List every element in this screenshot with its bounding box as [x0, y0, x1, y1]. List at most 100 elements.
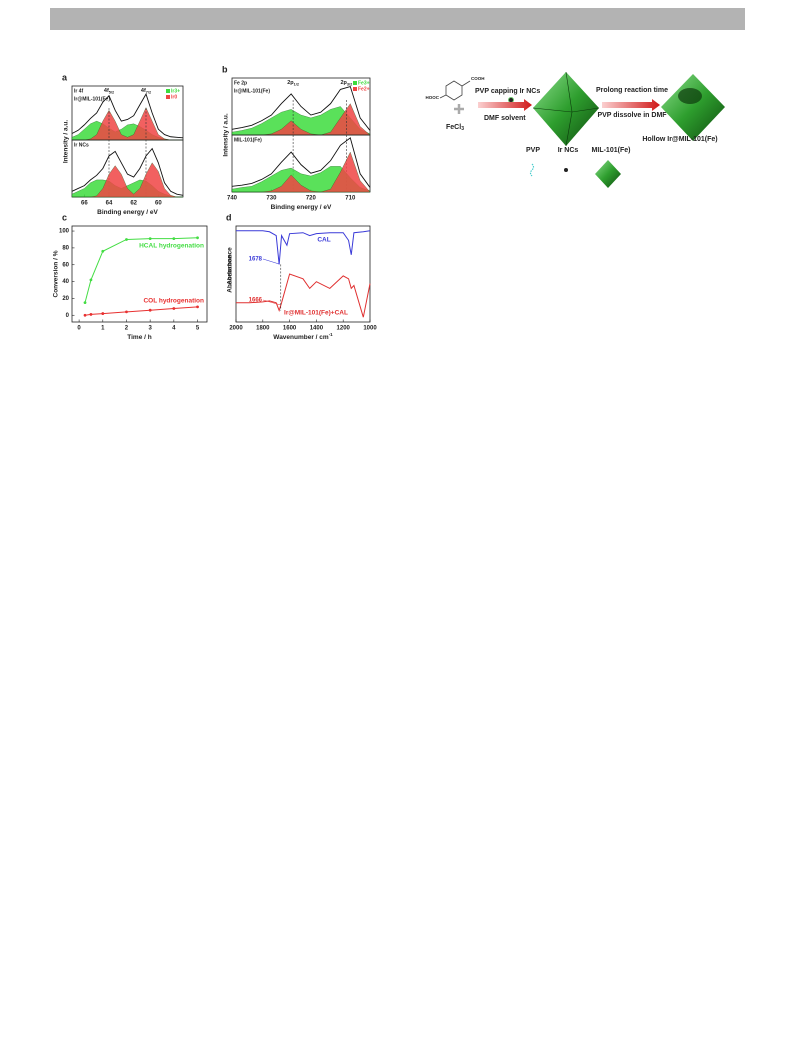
x-tick-label: 1800 [256, 326, 270, 332]
bond [461, 80, 471, 87]
fecl-sub: 3 [461, 126, 464, 132]
data-point [101, 312, 105, 315]
x-tick-label: 740 [227, 196, 238, 202]
sample-label: Ir@MIL-101(Fe) [234, 88, 270, 94]
y-axis-label: Absorbance [227, 255, 234, 293]
x-axis-label: Wavenumber / cm-1 [273, 332, 333, 341]
component-area [72, 162, 183, 198]
component-area [232, 151, 371, 193]
data-point [196, 236, 199, 240]
x-axis-label-text: Binding energy / eV [97, 209, 158, 216]
ir-nc-icon [508, 97, 514, 103]
y-tick-label: 100 [59, 229, 70, 235]
y-tick-label: 20 [62, 296, 69, 302]
panel-letter: a [62, 72, 68, 82]
x-axis-label: Binding energy / eV [271, 204, 332, 211]
octahedron [533, 72, 599, 146]
x-axis-label: Binding energy / eV [97, 209, 158, 216]
data-point [83, 301, 87, 305]
peak-label-main: 4f [141, 88, 146, 94]
octahedron-edges [532, 71, 600, 147]
peak-label: 4f5/2 [104, 88, 114, 94]
spectrum-line [236, 273, 371, 318]
x-axis-label: Time / h [127, 334, 151, 341]
data-point [101, 249, 105, 253]
x-axis-label-sup: -1 [329, 332, 333, 337]
panel-letter: b [222, 64, 228, 74]
data-point [172, 237, 176, 241]
peak-label: 2p1/2 [287, 80, 299, 86]
plot-frame [71, 225, 208, 323]
wavenumber-label: 1678 [249, 257, 263, 263]
x-tick-label: 64 [106, 201, 113, 207]
x-axis-label-text: Binding energy / eV [271, 204, 332, 211]
data-point [148, 308, 152, 312]
legend-pvp: PVP [526, 147, 540, 154]
hollow-core [678, 88, 702, 104]
plot-frame [235, 225, 371, 323]
pvp-icon [529, 163, 535, 177]
legend-swatch [353, 87, 357, 91]
legend-swatch [353, 81, 357, 85]
y-tick-label: 80 [62, 245, 69, 251]
x-tick-label: 720 [306, 196, 317, 202]
data-point [196, 305, 199, 309]
x-tick-label: 5 [196, 326, 200, 332]
step1-label: PVP capping Ir NCs [475, 88, 540, 95]
data-point [89, 278, 93, 282]
x-tick-label: 2 [125, 326, 129, 332]
panel-letter: c [62, 212, 67, 222]
legend-swatch [166, 89, 170, 93]
x-tick-label: 2000 [229, 326, 243, 332]
data-point [89, 313, 93, 316]
fecl-text: FeCl [446, 124, 461, 131]
spectrum-label: Ir@MIL-101(Fe)+CAL [284, 310, 348, 317]
data-point [125, 310, 128, 314]
peak-label-main: 2p [340, 80, 347, 86]
peak-label-sub: 7/2 [146, 91, 151, 95]
legend-label: Fe2+ [358, 86, 370, 92]
fecl3-label: FeCl3 [446, 124, 464, 132]
envelope-line [71, 147, 184, 196]
envelope-line [231, 137, 371, 188]
product-label: Hollow Ir@MIL-101(Fe) [642, 136, 717, 143]
series-label: COL hydrogenation [143, 298, 204, 305]
step2-label: Prolong reaction time [596, 87, 668, 94]
cooh-label: COOH [471, 76, 485, 81]
x-tick-label: 0 [77, 326, 81, 332]
panel-letter: d [226, 212, 232, 222]
peak-label-sub: 5/2 [109, 91, 114, 95]
x-tick-label: 1200 [337, 326, 351, 332]
mil-icon [595, 160, 621, 188]
peak-label: 2p3/2 [340, 80, 352, 86]
header-bar [50, 8, 745, 30]
series-label: HCAL hydrogenation [139, 243, 204, 250]
spectrum-label: CAL [317, 237, 330, 244]
peak-label-sub: 3/2 [347, 83, 352, 87]
arrow [602, 99, 660, 111]
data-point [83, 313, 87, 317]
bond [439, 94, 447, 99]
envelope-line [231, 85, 371, 131]
legend-swatch [166, 95, 170, 99]
legend-label: Ir0 [171, 94, 177, 100]
legend-label: Ir3+ [171, 88, 180, 94]
benzene-ring [445, 80, 463, 101]
x-tick-label: 1400 [310, 326, 324, 332]
y-tick-label: 60 [62, 262, 69, 268]
legend-label: Fe3+ [358, 80, 370, 86]
y-axis-label: Conversion / % [53, 250, 60, 297]
core-level-label: Ir 4f [74, 88, 84, 94]
y-axis-label: Intensity / a.u. [223, 113, 230, 157]
sample-label: Ir NCs [74, 142, 89, 148]
legend-ir: Ir NCs [558, 147, 579, 154]
hollow-octahedron [661, 74, 725, 141]
wavenumber-pointer [262, 299, 281, 306]
synthesis-scheme: COOH HOOC FeCl3 PVP capping Ir NCs DMF s… [426, 71, 725, 188]
arrow [478, 99, 532, 111]
step2b-label: PVP dissolve in DMF [597, 112, 667, 119]
data-point [125, 238, 128, 241]
spectrum-line [236, 230, 371, 265]
